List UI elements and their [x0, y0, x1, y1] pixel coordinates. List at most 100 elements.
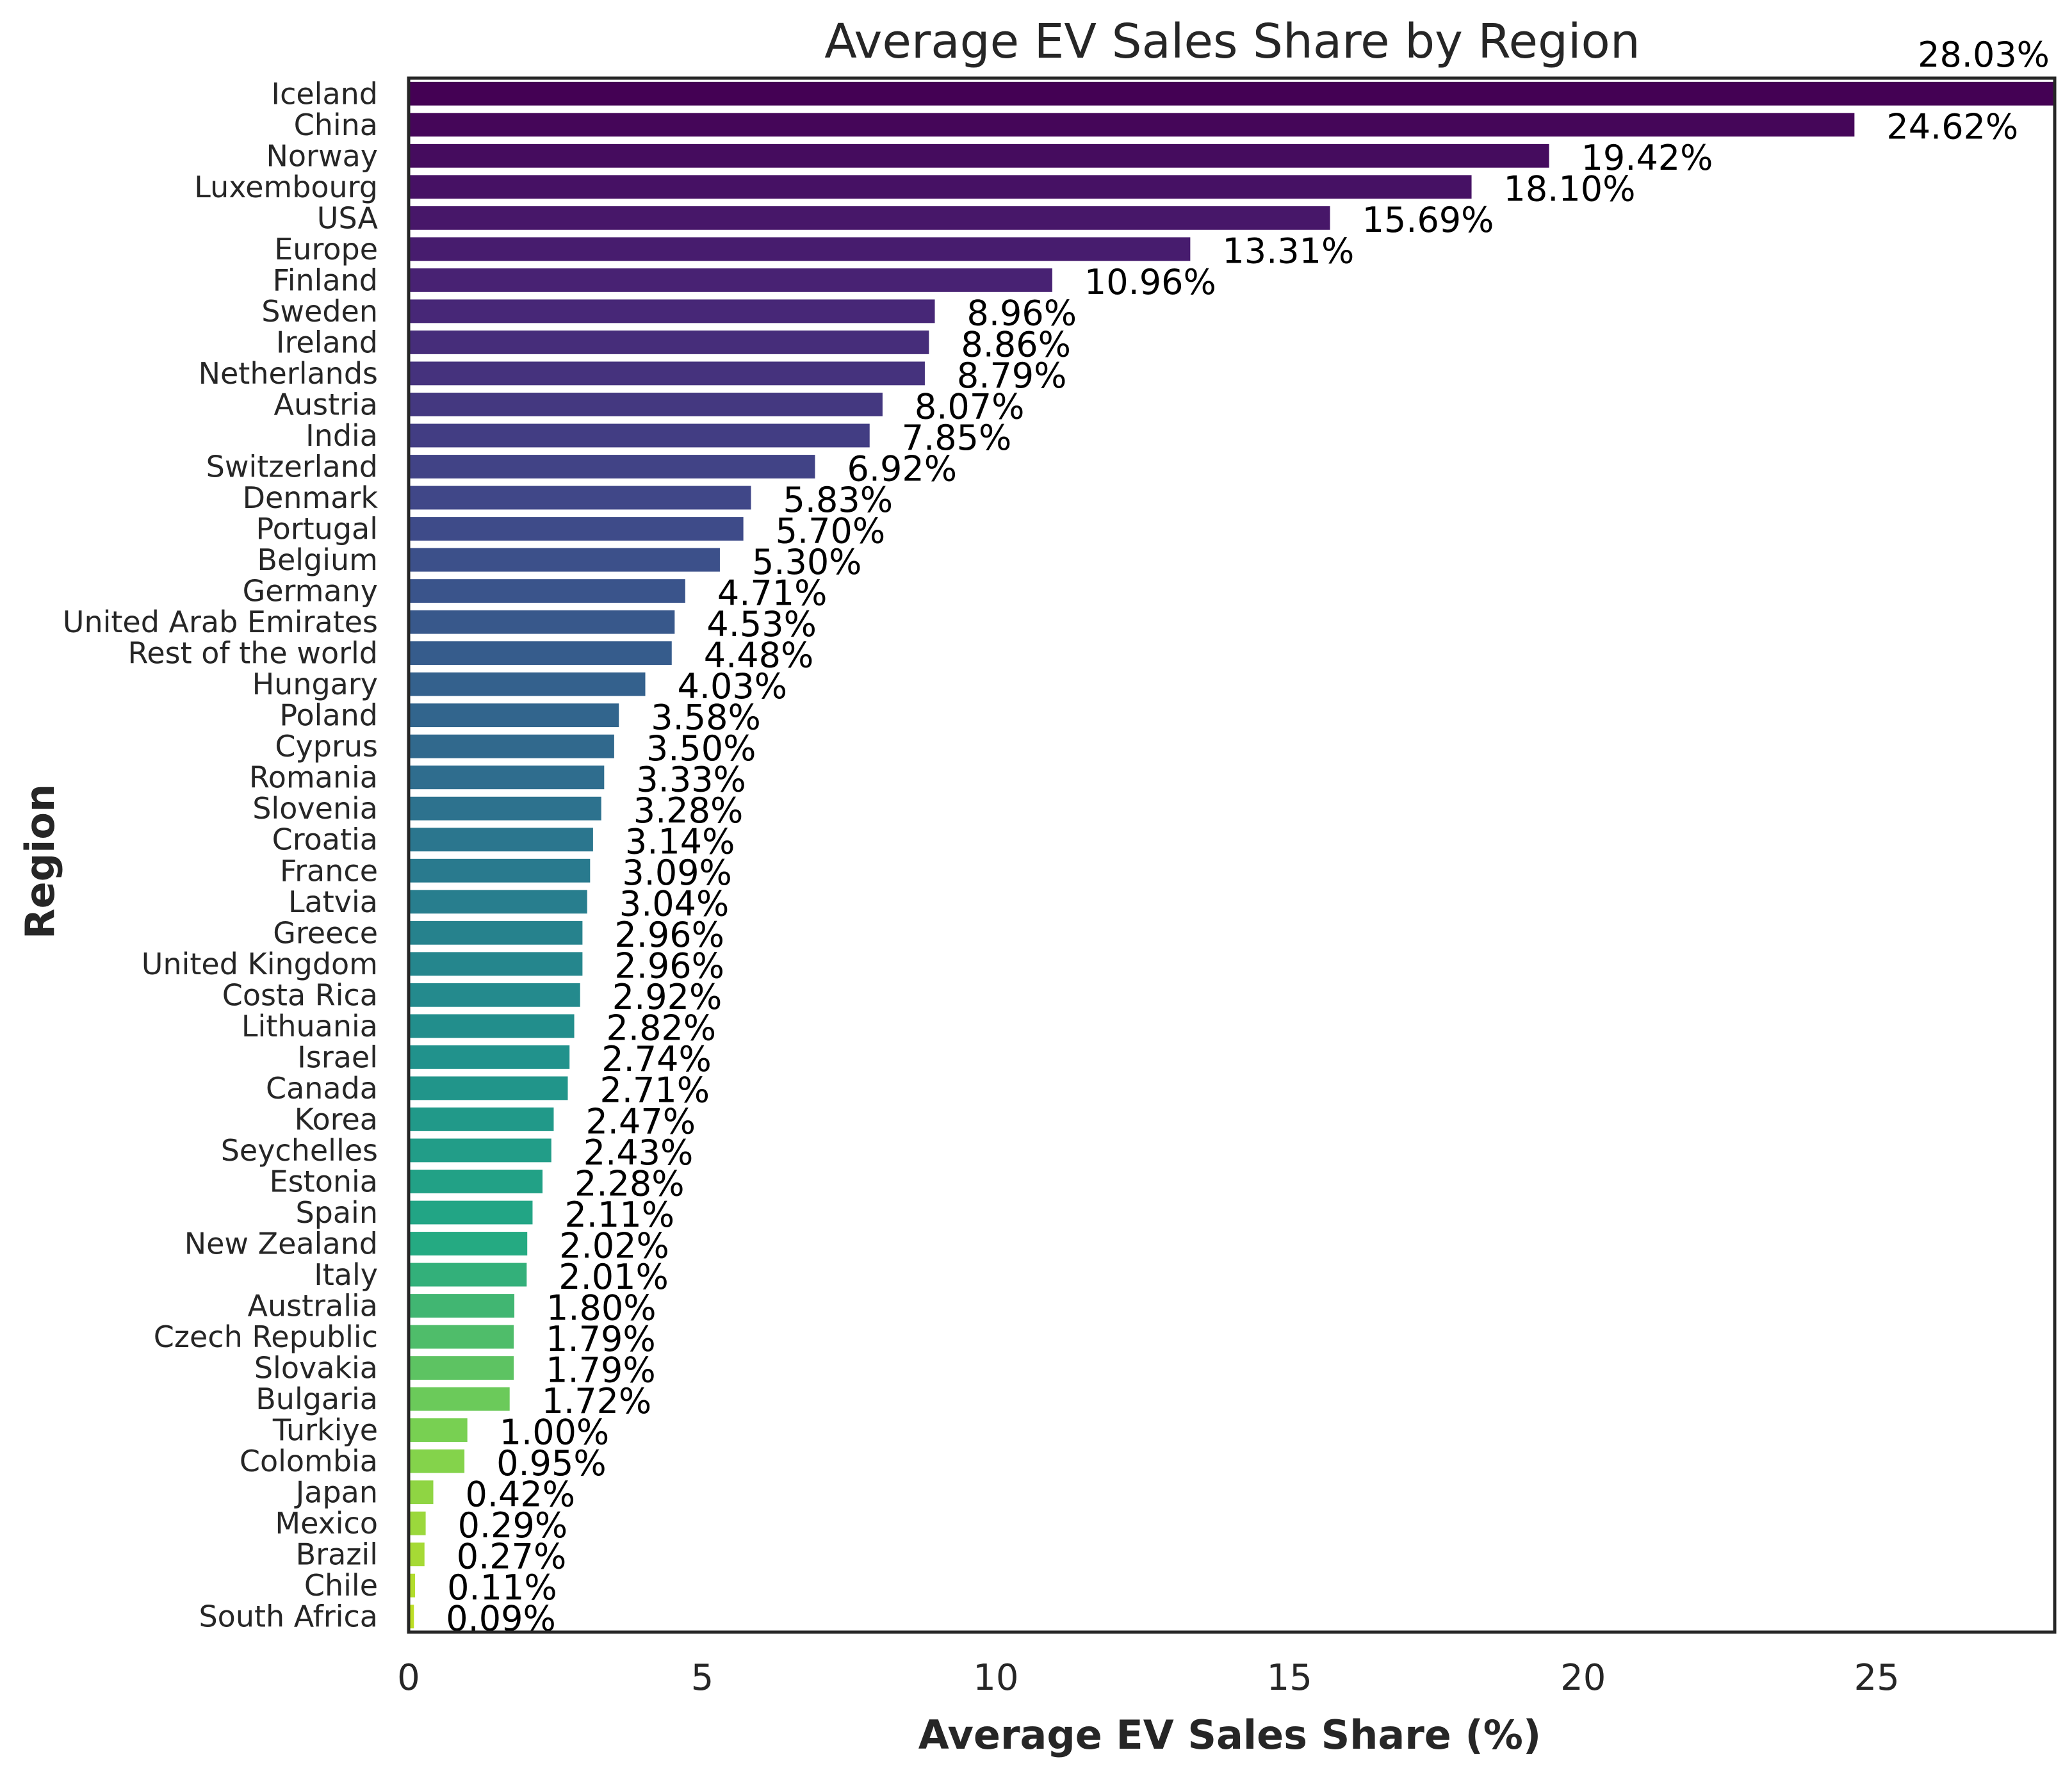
bar [409, 858, 591, 883]
category-label: Luxembourg [194, 170, 378, 204]
category-label: Norway [266, 138, 379, 173]
value-label: 0.42% [466, 1474, 576, 1514]
bar [409, 1170, 543, 1193]
bar [409, 175, 1472, 199]
y-axis-title: Region [17, 784, 63, 939]
bar [409, 1076, 568, 1100]
bar [409, 206, 1330, 230]
value-label: 3.04% [619, 884, 730, 924]
bar [409, 1542, 425, 1567]
bar [409, 920, 583, 945]
bar [409, 237, 1191, 261]
bar [409, 81, 2055, 106]
value-label: 15.69% [1362, 200, 1494, 240]
x-tick-label: 0 [397, 1657, 420, 1699]
bar [409, 1014, 575, 1038]
category-label: India [306, 418, 378, 453]
category-label: Rest of the world [127, 636, 378, 671]
category-label: Australia [248, 1289, 378, 1323]
category-label: Switzerland [206, 450, 378, 484]
bar [409, 952, 583, 976]
category-label: Cyprus [275, 729, 378, 764]
bar [409, 1387, 510, 1411]
bar [409, 765, 605, 790]
value-label: 3.14% [625, 822, 735, 862]
value-label: 5.83% [783, 480, 893, 520]
bar [409, 734, 614, 758]
category-label: Latvia [288, 885, 378, 919]
bar [409, 1107, 554, 1131]
value-label: 8.79% [957, 356, 1067, 396]
value-label: 2.43% [583, 1132, 694, 1173]
value-label: 4.03% [678, 666, 788, 707]
bar [409, 393, 883, 416]
category-label: Portugal [256, 512, 378, 546]
bar [409, 1480, 434, 1505]
category-label: Seychelles [221, 1133, 378, 1168]
value-label: 28.03% [1918, 35, 2050, 75]
bar [409, 1573, 416, 1598]
category-label: Japan [294, 1475, 378, 1510]
value-label: 24.62% [1886, 107, 2018, 147]
value-label: 10.96% [1084, 262, 1216, 302]
value-label: 7.85% [902, 418, 1012, 458]
category-label: Poland [279, 698, 378, 733]
value-label: 5.30% [752, 542, 862, 582]
value-label: 4.48% [704, 635, 814, 675]
value-label: 1.79% [546, 1350, 656, 1390]
x-axis-title: Average EV Sales Share (%) [918, 1712, 1542, 1758]
value-label: 18.10% [1504, 169, 1636, 209]
plot-frame [407, 76, 2057, 1634]
bar [409, 1138, 551, 1163]
category-label: Iceland [272, 76, 378, 111]
value-label: 0.27% [457, 1537, 567, 1577]
value-label: 1.72% [542, 1381, 652, 1421]
category-label: China [294, 108, 378, 142]
value-label: 3.33% [636, 760, 746, 800]
bar [409, 1449, 465, 1473]
value-label: 4.71% [717, 573, 828, 613]
category-label: Turkiye [272, 1413, 378, 1448]
value-label: 2.11% [564, 1195, 674, 1235]
category-label: Belgium [257, 543, 378, 577]
category-label: Netherlands [199, 356, 378, 391]
bar [409, 579, 685, 603]
bar [409, 610, 675, 634]
bar [409, 517, 744, 541]
category-label: Croatia [272, 822, 378, 857]
value-label: 0.11% [447, 1567, 557, 1608]
bar [409, 1418, 468, 1443]
category-label: Denmark [243, 480, 379, 515]
value-label: 3.09% [622, 853, 732, 893]
value-label: 19.42% [1581, 138, 1713, 178]
bar [409, 455, 815, 478]
bar [409, 299, 935, 323]
value-label: 3.28% [633, 790, 744, 831]
value-label: 3.58% [651, 697, 761, 737]
category-label: Hungary [252, 667, 378, 701]
bar [409, 1263, 527, 1287]
bar [409, 268, 1052, 292]
value-label: 13.31% [1222, 231, 1354, 272]
bar [409, 1356, 514, 1380]
value-label: 5.70% [776, 511, 886, 551]
value-label: 8.96% [967, 293, 1077, 334]
x-tick-label: 10 [973, 1657, 1018, 1699]
x-tick-label: 5 [691, 1657, 714, 1699]
value-label: 0.29% [458, 1505, 568, 1546]
value-label: 1.80% [546, 1288, 657, 1328]
category-label: USA [317, 200, 379, 235]
bar [409, 1200, 533, 1225]
category-label: Israel [297, 1040, 378, 1074]
bar [409, 703, 619, 728]
value-label: 4.53% [706, 604, 817, 644]
value-label: 2.96% [614, 946, 724, 986]
bar [409, 828, 593, 852]
category-label: Austria [273, 387, 378, 421]
category-label: Korea [295, 1102, 378, 1136]
category-label: New Zealand [184, 1227, 378, 1261]
chart-title: Average EV Sales Share by Region [824, 14, 1640, 69]
category-label: Czech Republic [154, 1320, 378, 1354]
